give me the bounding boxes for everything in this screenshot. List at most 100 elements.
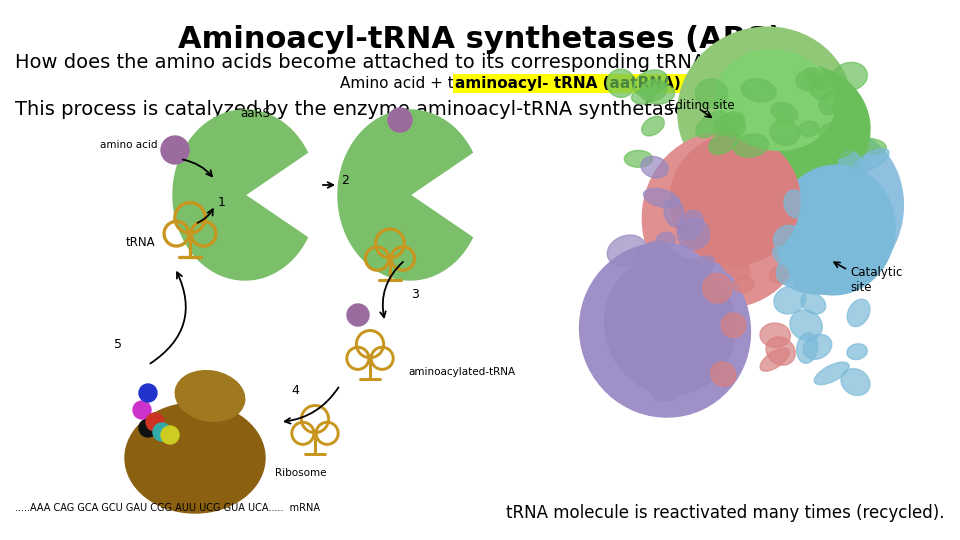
Circle shape bbox=[388, 108, 412, 132]
Ellipse shape bbox=[832, 93, 861, 114]
Ellipse shape bbox=[642, 133, 807, 307]
Ellipse shape bbox=[814, 362, 849, 384]
Ellipse shape bbox=[721, 114, 745, 137]
Ellipse shape bbox=[821, 136, 854, 158]
Ellipse shape bbox=[799, 234, 833, 265]
Ellipse shape bbox=[804, 68, 829, 90]
Ellipse shape bbox=[632, 90, 655, 104]
Ellipse shape bbox=[804, 334, 831, 360]
Ellipse shape bbox=[828, 187, 854, 207]
Ellipse shape bbox=[605, 255, 735, 395]
Ellipse shape bbox=[710, 362, 736, 386]
Text: This process is catalyzed by the enzyme aminoacyl-tRNA synthetases.: This process is catalyzed by the enzyme … bbox=[15, 100, 703, 119]
Ellipse shape bbox=[741, 79, 777, 102]
Text: Aminoacyl-tRNA synthetases (ARS): Aminoacyl-tRNA synthetases (ARS) bbox=[178, 25, 782, 54]
Ellipse shape bbox=[670, 135, 800, 265]
Ellipse shape bbox=[650, 339, 679, 358]
Text: aaRS: aaRS bbox=[240, 107, 270, 120]
Ellipse shape bbox=[685, 256, 714, 281]
Text: aminoacyl- tRNA (aatRNA).: aminoacyl- tRNA (aatRNA). bbox=[455, 76, 686, 91]
Ellipse shape bbox=[677, 218, 709, 249]
Ellipse shape bbox=[655, 246, 686, 272]
Ellipse shape bbox=[640, 79, 667, 102]
Ellipse shape bbox=[728, 246, 751, 267]
Ellipse shape bbox=[796, 70, 821, 91]
Ellipse shape bbox=[756, 172, 777, 192]
Ellipse shape bbox=[808, 230, 840, 252]
Ellipse shape bbox=[732, 276, 754, 293]
Ellipse shape bbox=[847, 299, 870, 327]
Ellipse shape bbox=[678, 27, 852, 193]
Ellipse shape bbox=[784, 190, 807, 218]
Polygon shape bbox=[173, 110, 307, 280]
Ellipse shape bbox=[774, 286, 805, 314]
Ellipse shape bbox=[770, 120, 800, 145]
Ellipse shape bbox=[643, 188, 680, 208]
Ellipse shape bbox=[852, 138, 886, 154]
Ellipse shape bbox=[790, 237, 812, 255]
Ellipse shape bbox=[176, 370, 245, 421]
Ellipse shape bbox=[747, 126, 903, 294]
Ellipse shape bbox=[841, 369, 870, 395]
Circle shape bbox=[133, 401, 151, 419]
Ellipse shape bbox=[614, 322, 637, 341]
Ellipse shape bbox=[708, 130, 739, 154]
Ellipse shape bbox=[733, 134, 769, 157]
Text: tRNA: tRNA bbox=[126, 235, 155, 248]
Circle shape bbox=[161, 136, 189, 164]
Circle shape bbox=[139, 384, 157, 402]
Ellipse shape bbox=[771, 103, 798, 123]
Text: Catalytic
site: Catalytic site bbox=[850, 266, 902, 294]
Text: Editing site: Editing site bbox=[668, 98, 734, 111]
Ellipse shape bbox=[773, 247, 803, 273]
Text: aminoacylated-tRNA: aminoacylated-tRNA bbox=[408, 367, 516, 377]
Ellipse shape bbox=[125, 403, 265, 513]
Ellipse shape bbox=[634, 70, 668, 97]
Ellipse shape bbox=[641, 157, 668, 178]
Polygon shape bbox=[338, 110, 472, 280]
Ellipse shape bbox=[721, 255, 750, 278]
Text: 2: 2 bbox=[341, 173, 348, 186]
Ellipse shape bbox=[810, 75, 833, 99]
Ellipse shape bbox=[841, 224, 866, 248]
Text: 4: 4 bbox=[291, 383, 299, 396]
Ellipse shape bbox=[819, 92, 841, 115]
Text: 5: 5 bbox=[114, 339, 122, 352]
Circle shape bbox=[347, 304, 369, 326]
Ellipse shape bbox=[839, 151, 864, 181]
Ellipse shape bbox=[696, 111, 727, 138]
Text: Ribosome: Ribosome bbox=[275, 468, 326, 478]
Text: 3: 3 bbox=[411, 288, 419, 301]
Ellipse shape bbox=[766, 337, 795, 365]
Text: .....AAA CAG GCA GCU GAU CGG AUU UCG GUA UCA.....  mRNA: .....AAA CAG GCA GCU GAU CGG AUU UCG GUA… bbox=[15, 503, 320, 513]
Circle shape bbox=[161, 426, 179, 444]
Ellipse shape bbox=[790, 310, 823, 340]
Ellipse shape bbox=[812, 253, 837, 279]
Ellipse shape bbox=[847, 344, 867, 360]
Text: tRNA molecule is reactivated many times (recycled).: tRNA molecule is reactivated many times … bbox=[507, 504, 945, 522]
Ellipse shape bbox=[730, 65, 870, 195]
Ellipse shape bbox=[650, 374, 684, 401]
Ellipse shape bbox=[760, 323, 790, 347]
Circle shape bbox=[139, 419, 157, 437]
Ellipse shape bbox=[703, 273, 732, 303]
Ellipse shape bbox=[695, 79, 728, 108]
Ellipse shape bbox=[797, 333, 818, 363]
Ellipse shape bbox=[678, 211, 704, 240]
Ellipse shape bbox=[648, 290, 668, 308]
Ellipse shape bbox=[672, 284, 704, 309]
Text: Amino acid + tRNA =: Amino acid + tRNA = bbox=[340, 76, 509, 91]
Ellipse shape bbox=[819, 123, 842, 147]
Ellipse shape bbox=[659, 340, 691, 356]
Ellipse shape bbox=[801, 293, 826, 314]
Ellipse shape bbox=[619, 322, 639, 346]
Ellipse shape bbox=[760, 348, 789, 371]
Ellipse shape bbox=[607, 69, 636, 97]
Ellipse shape bbox=[608, 235, 646, 266]
Ellipse shape bbox=[799, 121, 819, 136]
Ellipse shape bbox=[715, 50, 835, 150]
Ellipse shape bbox=[777, 257, 798, 284]
Ellipse shape bbox=[641, 116, 664, 136]
Ellipse shape bbox=[664, 198, 684, 227]
Ellipse shape bbox=[770, 266, 788, 283]
